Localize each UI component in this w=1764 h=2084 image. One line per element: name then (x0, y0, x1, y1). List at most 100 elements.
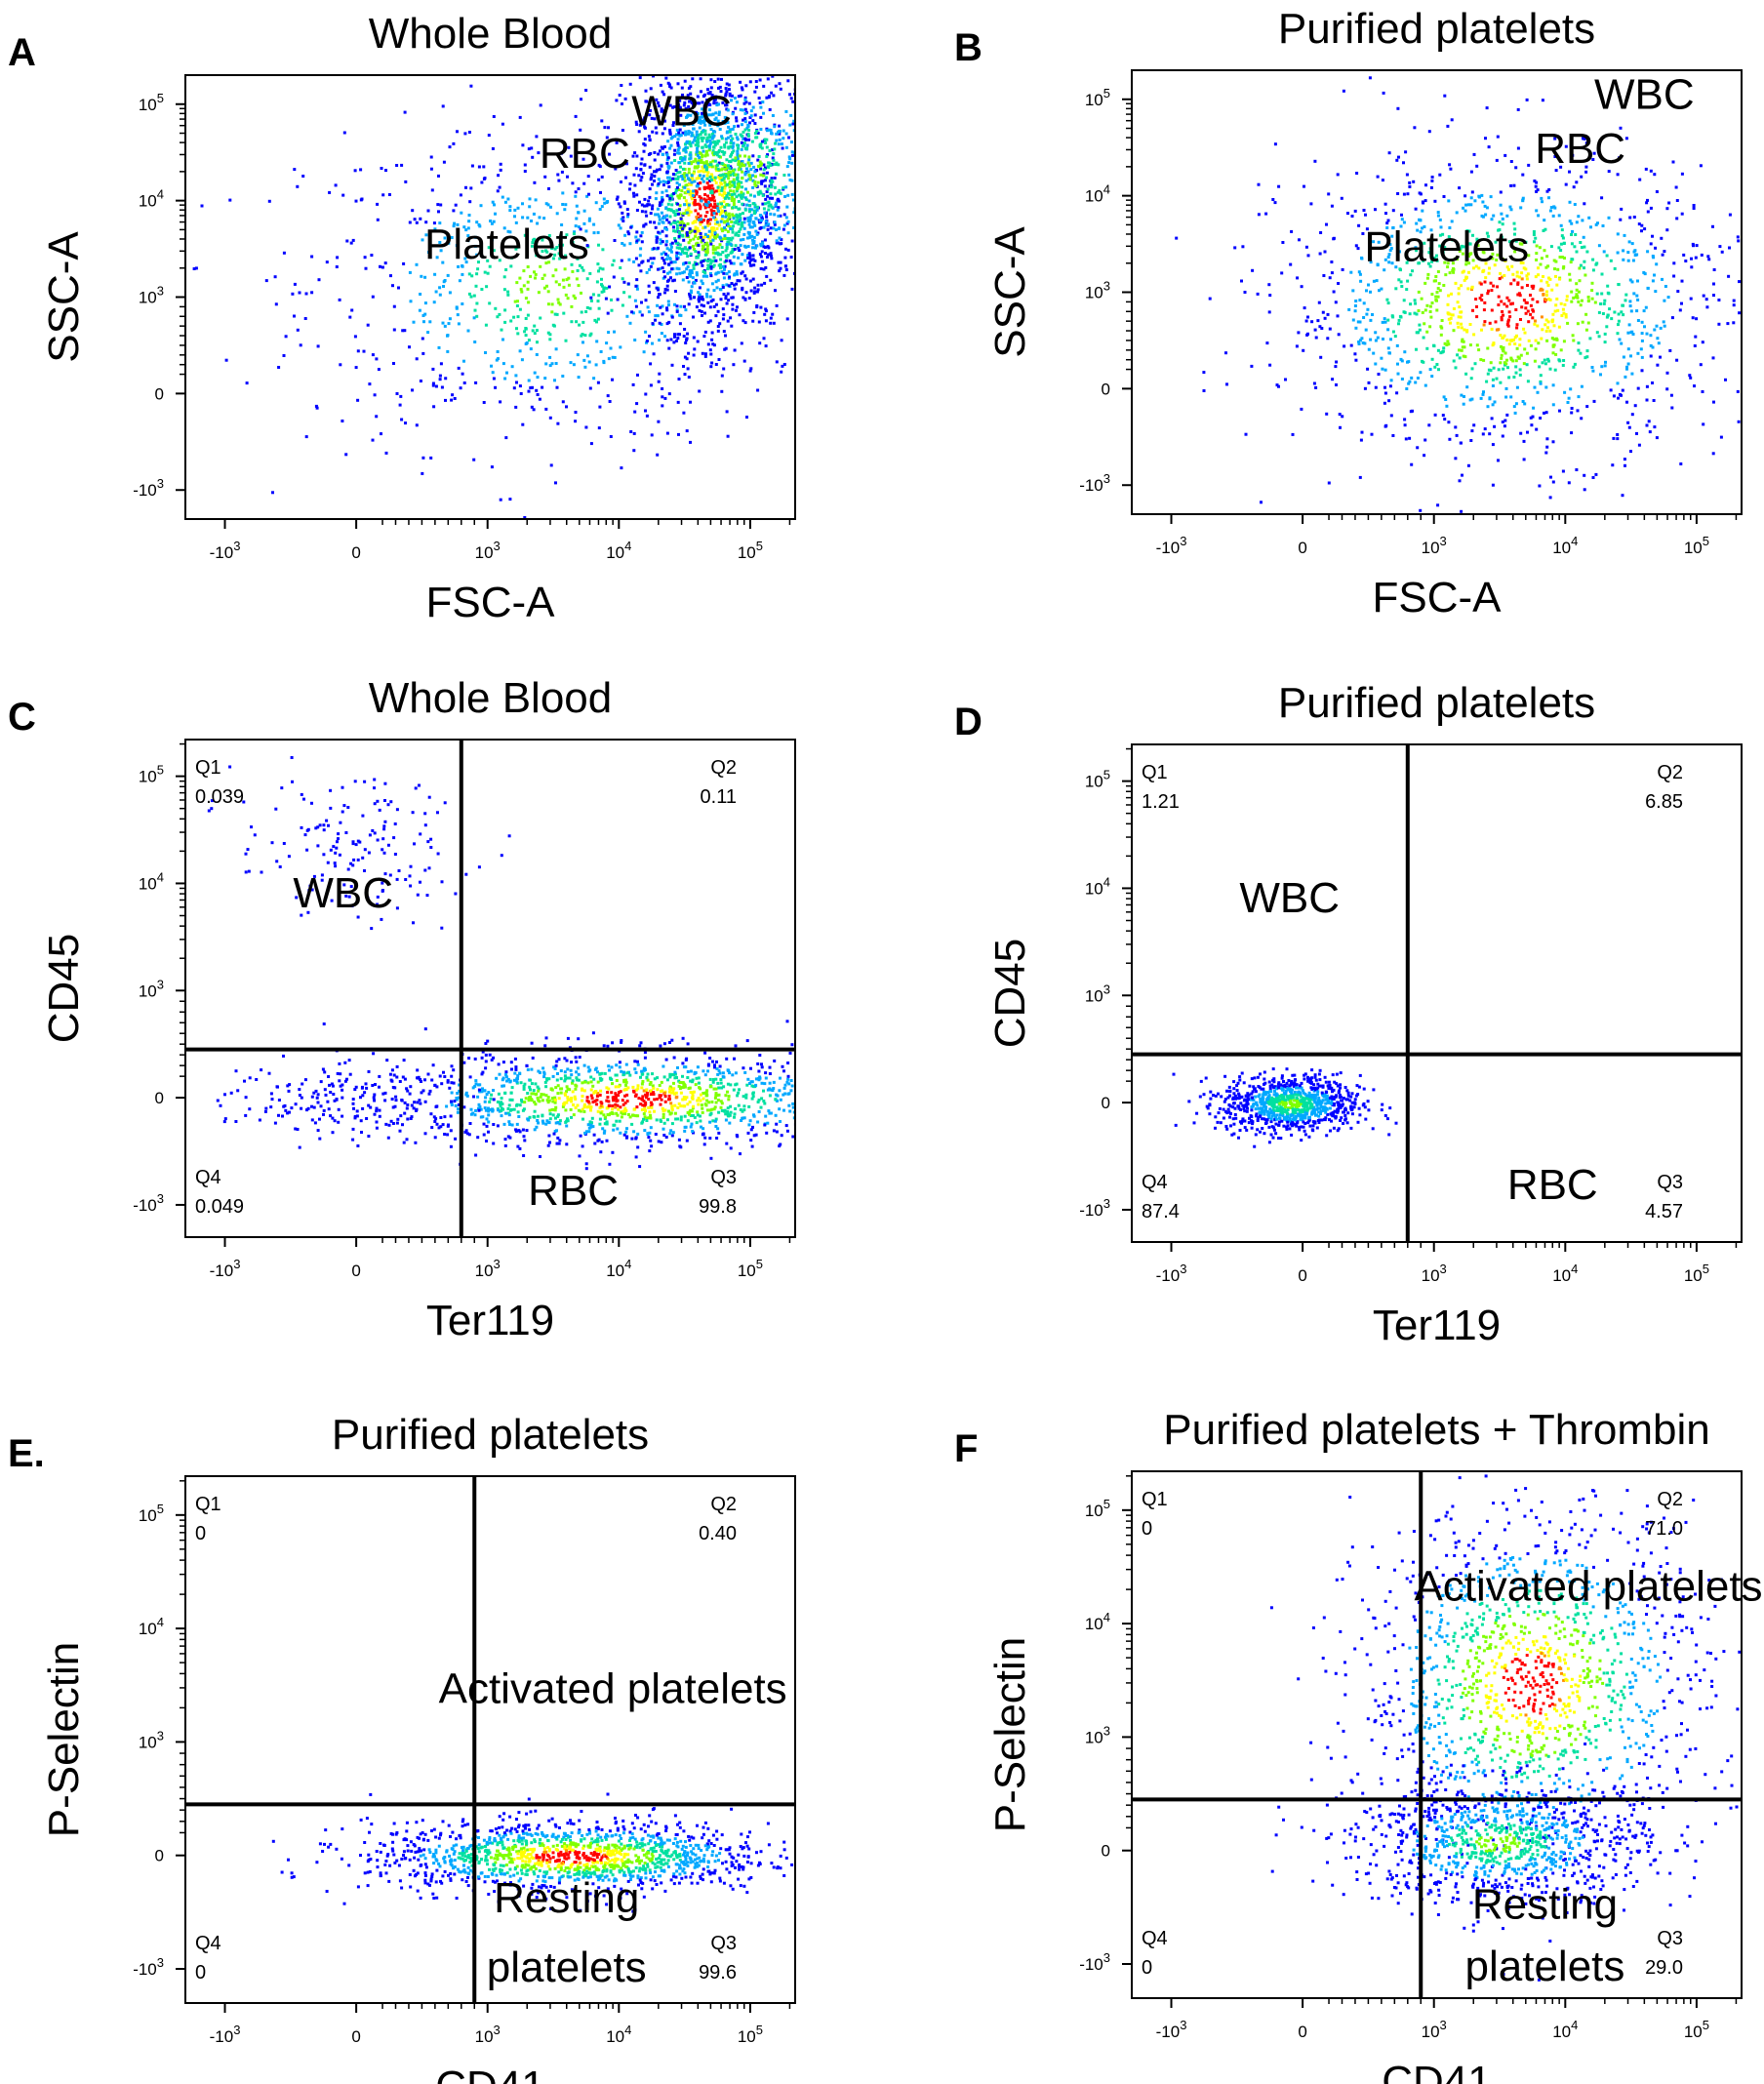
event-dot (1664, 285, 1667, 288)
event-dot (1458, 186, 1462, 190)
event-dot (767, 165, 771, 169)
event-dot (1678, 308, 1682, 312)
event-dot (701, 263, 704, 267)
event-dot (713, 98, 717, 101)
event-dot (747, 199, 751, 203)
event-dot (1535, 209, 1539, 213)
event-dot (1571, 334, 1575, 338)
event-dot (697, 216, 701, 220)
event-dot (700, 297, 703, 301)
event-dot (702, 238, 705, 242)
event-dot (1478, 297, 1482, 301)
event-dot (742, 118, 745, 122)
x-tick-label: 105 (738, 539, 763, 562)
event-dot (725, 1142, 729, 1145)
event-dot (274, 302, 278, 306)
event-dot (1546, 326, 1549, 330)
event-dot (1489, 195, 1493, 199)
event-dot (1093, 1090, 1096, 1093)
event-dot (551, 257, 555, 260)
event-dot (644, 299, 648, 302)
event-dot (1501, 222, 1504, 226)
event-dot (1457, 292, 1461, 296)
event-dot (659, 305, 662, 309)
event-dot (763, 211, 767, 215)
event-dot (1620, 341, 1624, 345)
event-dot (576, 353, 580, 357)
event-dot (673, 335, 676, 339)
event-dot (1464, 275, 1468, 279)
event-dot (698, 126, 702, 130)
event-dot (1456, 321, 1460, 325)
event-dot (759, 244, 763, 248)
event-dot (730, 193, 734, 196)
event-dot (1335, 360, 1339, 364)
event-dot (763, 202, 767, 206)
event-dot (647, 199, 651, 203)
event-dot (1659, 326, 1663, 330)
event-dot (1304, 319, 1308, 323)
event-dot (408, 345, 411, 349)
event-dot (785, 221, 789, 225)
event-dot (1429, 228, 1433, 232)
event-dot (1567, 481, 1571, 485)
event-dot (1416, 228, 1420, 232)
event-dot (1628, 216, 1632, 220)
y-tick-label: 105 (139, 91, 164, 114)
event-dot (768, 107, 772, 111)
event-dot (802, 256, 805, 259)
event-dot (785, 165, 789, 169)
event-dot (727, 125, 731, 129)
event-dot (696, 241, 700, 245)
event-dot (467, 220, 471, 223)
event-dot (608, 152, 612, 156)
event-dot (682, 221, 686, 225)
event-dot (1273, 201, 1277, 205)
event-dot (518, 384, 522, 388)
event-dot (1434, 298, 1438, 301)
event-dot (1529, 312, 1533, 316)
event-dot (782, 129, 785, 133)
event-dot (1603, 332, 1607, 336)
event-dot (758, 100, 762, 104)
event-dot (700, 303, 703, 307)
panel-a: Whole BloodA-103-10300103103104104105105… (8, 10, 891, 626)
event-dot (1712, 268, 1716, 271)
event-dot (1618, 156, 1622, 160)
event-dot (1488, 396, 1492, 400)
event-dot (888, 177, 891, 180)
event-dot (470, 274, 474, 278)
event-dot (1513, 411, 1517, 415)
event-dot (1732, 303, 1736, 307)
event-dot (1545, 290, 1548, 294)
event-dot (770, 185, 773, 189)
event-dot (1591, 268, 1595, 272)
event-dot (1633, 404, 1637, 408)
event-dot (654, 170, 658, 174)
event-dot (1616, 173, 1620, 177)
event-dot (705, 251, 709, 255)
event-dot (293, 168, 297, 172)
event-dot (413, 218, 417, 221)
event-dot (512, 315, 516, 319)
event-dot (619, 226, 622, 230)
event-dot (437, 174, 440, 178)
event-dot (1304, 245, 1308, 249)
event-dot (515, 304, 519, 307)
event-dot (805, 337, 808, 340)
event-dot (708, 348, 712, 352)
event-dot (1436, 295, 1440, 299)
event-dot (703, 352, 707, 356)
event-dot (775, 71, 778, 74)
event-dot (732, 40, 735, 43)
event-dot (1403, 418, 1407, 421)
event-dot (1646, 287, 1650, 290)
event-dot (491, 146, 495, 150)
event-dot (384, 169, 387, 173)
event-dot (571, 1090, 575, 1094)
event-dot (751, 202, 755, 206)
event-dot (1579, 241, 1583, 244)
event-dot (611, 355, 615, 359)
event-dot (693, 139, 697, 142)
event-dot (479, 204, 483, 208)
